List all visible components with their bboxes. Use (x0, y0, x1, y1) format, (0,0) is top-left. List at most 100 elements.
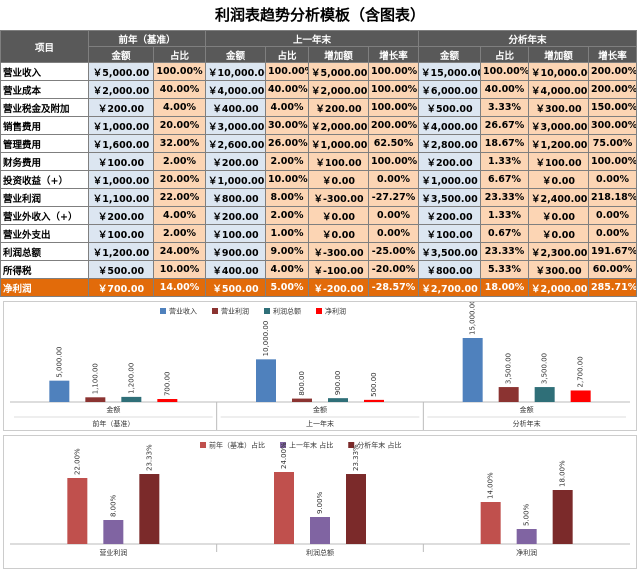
row-label: 所得税 (0, 260, 89, 279)
data-label: 23.33% (352, 444, 360, 471)
table-row: 所得税 ￥500.00 10.00% ￥400.00 4.00% ￥-100.00 -20.… (0, 260, 638, 279)
cell: ￥1,000.00 (308, 134, 370, 153)
legend-swatch (160, 308, 166, 314)
data-label: 23.33% (145, 444, 153, 471)
cell: ￥1,100.00 (88, 188, 154, 207)
bar (480, 502, 501, 544)
cell: ￥800.00 (205, 188, 267, 207)
legend-label: 净利润 (325, 307, 346, 316)
cell: 10.00% (265, 170, 310, 189)
bar (139, 474, 160, 544)
cell: 218.18% (588, 188, 638, 207)
bar (462, 338, 483, 402)
category-label: 利润总额 (306, 548, 334, 557)
bar (534, 387, 555, 402)
cell: ￥3,000.00 (528, 116, 590, 135)
header-cell: 分析年末 (418, 30, 638, 47)
category-label: 上一年末 (306, 419, 334, 428)
cell: ￥500.00 (205, 278, 267, 297)
data-label: 22.00% (73, 448, 81, 475)
bar (256, 359, 276, 402)
cell: 285.71% (588, 278, 638, 297)
table-row: 投资收益（+） ￥1,000.00 20.00% ￥1,000.00 10.00% ￥0.… (0, 170, 638, 189)
legend-label: 营业利润 (221, 307, 249, 316)
cell: 0.00% (588, 170, 638, 189)
bar (570, 390, 591, 402)
cell: 150.00% (588, 98, 638, 117)
cell: ￥1,000.00 (88, 116, 154, 135)
table-row: 营业税金及附加 ￥200.00 4.00% ￥400.00 4.00% ￥200.00 10… (0, 98, 638, 117)
cell: 14.00% (152, 278, 207, 297)
data-label: 18.00% (559, 460, 567, 487)
header-cell: 金额 (88, 46, 154, 63)
table-row: 利润总额 ￥1,200.00 24.00% ￥900.00 9.00% ￥-300.00-… (0, 242, 638, 261)
cell: -28.57% (368, 278, 420, 297)
data-label: 2,700.00 (577, 356, 585, 387)
row-label: 营业外支出 (0, 224, 89, 243)
title: 利润表趋势分析模板（含图表） (214, 6, 425, 24)
header-cell: 增加额 (528, 46, 590, 63)
cell: 40.00% (152, 80, 207, 99)
data-label: 3,500.00 (541, 353, 549, 384)
cell: ￥200.00 (418, 152, 482, 171)
bar (292, 398, 312, 402)
cell: 5.00% (265, 278, 310, 297)
cell: -27.27% (368, 188, 420, 207)
data-label: 3,500.00 (505, 353, 513, 384)
cell: ￥3,000.00 (205, 116, 267, 135)
legend-swatch (316, 308, 322, 314)
bar (328, 398, 348, 402)
header-row: 金额 占比 金额 占比 增加额 增长率 金额 占比 增加额 增长率 (1, 46, 638, 63)
legend-label: 上一年末 占比 (289, 441, 333, 450)
data-label: 1,200.00 (127, 363, 135, 394)
bar (552, 490, 573, 544)
legend-label: 营业收入 (169, 307, 197, 316)
row-label: 利润总额 (0, 242, 89, 261)
cell: ￥5,000.00 (88, 62, 154, 81)
cell: 100.00% (368, 80, 420, 99)
cell: ￥0.00 (308, 224, 370, 243)
cell: 2.00% (265, 206, 310, 225)
header-cell: 项目 (0, 30, 89, 63)
cell: 4.00% (265, 260, 310, 279)
cell: 0.00% (588, 206, 638, 225)
legend-swatch (212, 308, 218, 314)
cell: 0.67% (480, 224, 530, 243)
legend-swatch (348, 442, 355, 448)
cell: ￥10,000.00 (205, 62, 267, 81)
bar (274, 472, 294, 544)
cell: 10.00% (152, 260, 207, 279)
header-cell: 增长率 (588, 46, 638, 63)
cell: ￥0.00 (528, 224, 590, 243)
table-row: 营业利润 ￥1,100.00 22.00% ￥800.00 8.00% ￥-300.00-… (0, 188, 638, 207)
row-label: 营业利润 (0, 188, 89, 207)
row-label: 投资收益（+） (0, 170, 89, 189)
cell: ￥800.00 (418, 260, 482, 279)
cell: 1.33% (480, 152, 530, 171)
cell: ￥15,000.00 (418, 62, 482, 81)
cell: ￥2,000.00 (88, 80, 154, 99)
cell: ￥3,500.00 (418, 242, 482, 261)
data-label: 5,000.00 (55, 346, 63, 377)
cell: ￥200.00 (88, 98, 154, 117)
data-label: 9.00% (316, 491, 324, 514)
cell: ￥300.00 (528, 98, 590, 117)
cell: ￥1,000.00 (205, 170, 267, 189)
cell: ￥2,700.00 (418, 278, 482, 297)
cell: 18.67% (480, 134, 530, 153)
bar (121, 396, 142, 402)
header-cell: 占比 (265, 46, 310, 63)
cell: ￥0.00 (528, 170, 590, 189)
chart-1: 营业收入 营业利润 利润总额 净利润 5,000.00 1,100.00 1,200.00 7… (10, 302, 630, 430)
cell: ￥400.00 (205, 260, 267, 279)
table-row: 营业外收入（+） ￥200.00 4.00% ￥200.00 2.00% ￥0.00 0.0… (0, 206, 638, 225)
row-label: 管理费用 (0, 134, 89, 153)
row-label: 营业收入 (0, 62, 89, 81)
cell: ￥200.00 (205, 152, 267, 171)
cell: 191.67% (588, 242, 638, 261)
row-label: 财务费用 (0, 152, 89, 171)
cell: 4.00% (152, 206, 207, 225)
cell: ￥2,400.00 (528, 188, 590, 207)
cell: ￥-100.00 (308, 260, 370, 279)
data-label: 700.00 (163, 372, 171, 397)
